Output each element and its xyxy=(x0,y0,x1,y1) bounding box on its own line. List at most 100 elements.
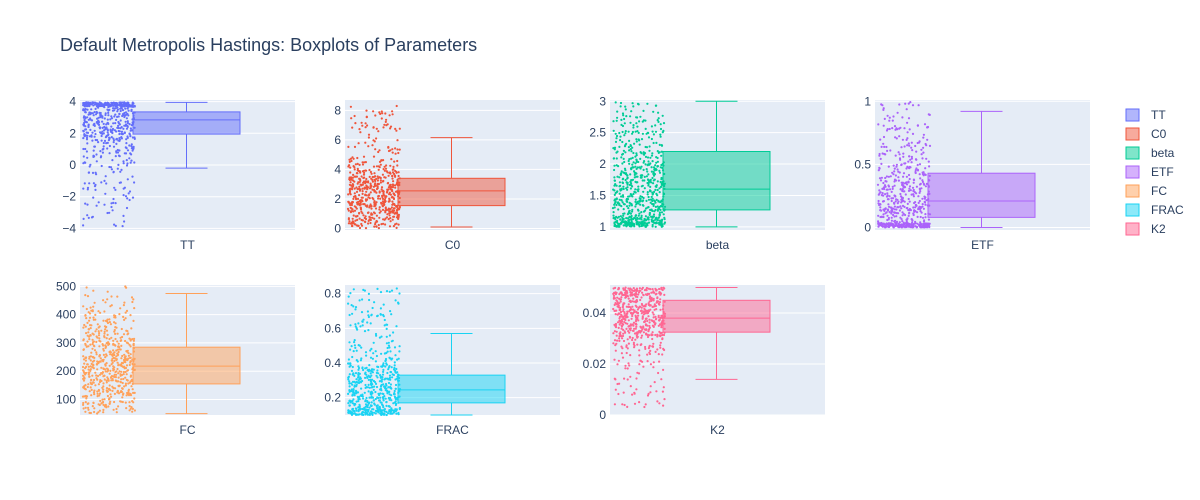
data-point xyxy=(91,101,94,104)
data-point xyxy=(133,397,136,400)
data-point xyxy=(129,407,132,410)
data-point xyxy=(888,116,891,119)
data-point xyxy=(119,400,122,403)
data-point xyxy=(88,375,91,378)
data-point xyxy=(378,190,381,193)
data-point xyxy=(118,384,121,387)
data-point xyxy=(921,197,924,200)
data-point xyxy=(880,145,883,148)
data-point xyxy=(660,221,663,224)
data-point xyxy=(906,131,909,134)
data-point xyxy=(905,218,908,221)
data-point xyxy=(619,101,623,105)
data-point xyxy=(613,146,617,149)
data-point xyxy=(381,364,385,367)
data-point xyxy=(91,342,94,346)
data-point xyxy=(347,222,350,225)
data-point xyxy=(370,347,373,350)
x-tick-label: C0 xyxy=(445,238,461,252)
data-point xyxy=(621,112,625,115)
data-point xyxy=(916,141,919,145)
data-point xyxy=(654,130,658,133)
data-point xyxy=(653,190,656,193)
y-tick-label: 2 xyxy=(599,157,606,171)
data-point xyxy=(367,145,370,148)
data-point xyxy=(93,393,96,396)
data-point xyxy=(395,367,398,371)
data-point xyxy=(618,337,621,340)
data-point xyxy=(647,218,650,221)
data-point xyxy=(394,410,397,413)
data-point xyxy=(928,222,931,225)
data-point xyxy=(87,373,90,376)
data-point xyxy=(380,186,384,189)
data-point xyxy=(358,217,361,220)
data-point xyxy=(353,403,357,406)
data-point xyxy=(394,169,397,172)
data-point xyxy=(889,188,892,191)
data-point xyxy=(375,177,378,180)
data-point xyxy=(394,383,398,387)
legend-item-ETF[interactable]: ETF xyxy=(1125,165,1174,179)
data-point xyxy=(120,373,124,377)
legend-item-K2[interactable]: K2 xyxy=(1125,222,1166,236)
data-point xyxy=(112,197,115,201)
data-point xyxy=(103,330,106,333)
data-point xyxy=(368,218,371,221)
data-point xyxy=(640,302,644,306)
data-point xyxy=(890,199,893,203)
data-point xyxy=(621,347,624,350)
legend-item-FRAC[interactable]: FRAC xyxy=(1125,203,1184,217)
data-point xyxy=(652,305,655,308)
data-point xyxy=(105,142,108,145)
legend-item-TT[interactable]: TT xyxy=(1125,108,1166,122)
data-point xyxy=(648,213,651,216)
data-point xyxy=(619,184,622,187)
data-point xyxy=(370,314,373,317)
data-point xyxy=(627,159,630,163)
data-point xyxy=(86,142,89,145)
data-point xyxy=(350,345,353,348)
data-point xyxy=(627,130,630,133)
legend-item-beta[interactable]: beta xyxy=(1125,146,1175,160)
data-point xyxy=(84,314,87,317)
data-point xyxy=(112,122,115,125)
data-point xyxy=(633,332,637,335)
data-point xyxy=(371,196,374,200)
data-point xyxy=(626,200,629,203)
data-point xyxy=(636,200,639,203)
data-point xyxy=(649,189,652,193)
data-point xyxy=(907,189,911,192)
data-point xyxy=(641,221,644,224)
data-point xyxy=(397,217,400,220)
data-point xyxy=(93,301,96,304)
data-point xyxy=(357,376,360,379)
legend-item-FC[interactable]: FC xyxy=(1125,184,1167,198)
data-point xyxy=(111,129,114,132)
data-point xyxy=(646,353,649,356)
data-point xyxy=(622,310,625,313)
data-point xyxy=(622,114,625,117)
legend-item-C0[interactable]: C0 xyxy=(1125,127,1167,141)
data-point xyxy=(113,129,116,132)
data-point xyxy=(84,401,87,404)
data-point xyxy=(649,185,652,188)
data-point xyxy=(359,381,363,384)
data-point xyxy=(94,132,97,136)
data-point xyxy=(635,288,639,291)
data-point xyxy=(103,117,106,120)
data-point xyxy=(354,122,357,125)
data-point xyxy=(616,110,619,113)
data-point xyxy=(923,183,926,186)
data-point xyxy=(86,402,89,405)
data-point xyxy=(884,176,887,180)
data-point xyxy=(347,302,350,305)
data-point xyxy=(893,167,896,170)
data-point xyxy=(353,187,356,190)
data-point xyxy=(361,393,364,396)
data-point xyxy=(652,299,655,302)
data-point xyxy=(110,168,113,171)
data-point xyxy=(117,121,120,125)
data-point xyxy=(372,165,376,168)
data-point xyxy=(652,182,655,185)
